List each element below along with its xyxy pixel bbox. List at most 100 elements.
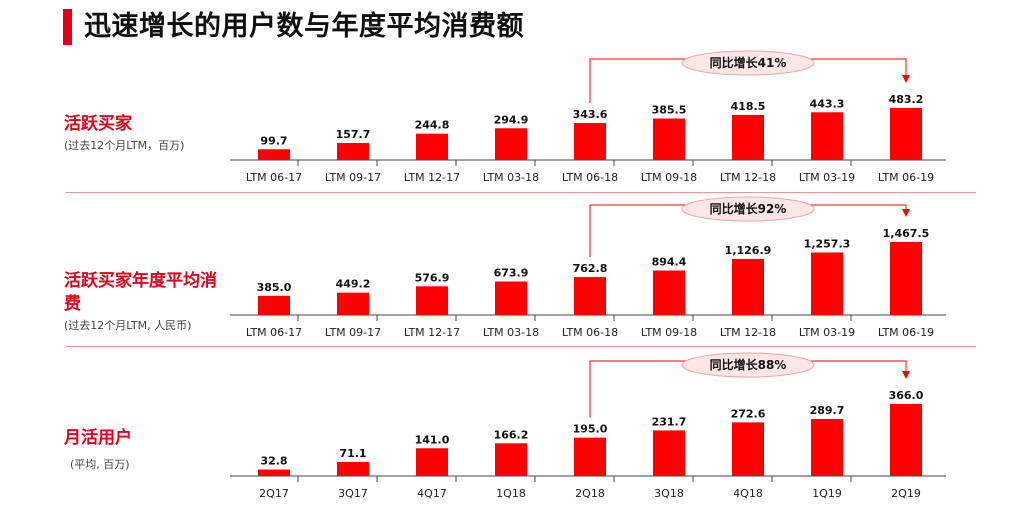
section-separator xyxy=(66,192,976,193)
bar-ltm-09-18 xyxy=(653,270,685,315)
bar-ltm-06-18 xyxy=(574,123,606,160)
section-sublabel-active-buyers: (过去12个月LTM，百万) xyxy=(64,139,185,152)
data-label: 231.7 xyxy=(652,415,687,428)
tick-label: LTM 09-18 xyxy=(641,326,697,339)
data-label: 762.8 xyxy=(573,262,608,275)
growth-label: 同比增长41% xyxy=(710,55,787,70)
bar-ltm-03-18 xyxy=(495,281,527,315)
data-label: 99.7 xyxy=(260,134,287,147)
section-separator xyxy=(66,346,976,347)
tick-label: LTM 06-17 xyxy=(246,326,302,339)
section-label-annual-spending: 活跃买家年度平均消费 xyxy=(64,271,217,314)
tick-label: 2Q19 xyxy=(891,487,921,500)
data-label: 1,467.5 xyxy=(883,227,930,240)
tick-label: 4Q17 xyxy=(417,487,447,500)
tick-label: LTM 12-17 xyxy=(404,171,460,184)
bar-ltm-06-18 xyxy=(574,277,606,315)
growth-badge xyxy=(681,196,815,222)
tick-label: LTM 06-18 xyxy=(562,326,618,339)
bar-ltm-12-18 xyxy=(732,258,764,315)
arrow-down-icon xyxy=(902,209,910,217)
data-label: 483.2 xyxy=(889,93,924,106)
tick-label: LTM 03-19 xyxy=(799,171,855,184)
title-accent-bar xyxy=(63,9,72,45)
tick-label: LTM 03-18 xyxy=(483,326,539,339)
data-label: 32.8 xyxy=(260,455,287,468)
tick-label: LTM 06-18 xyxy=(562,171,618,184)
data-label: 343.6 xyxy=(573,108,608,121)
arrow-down-icon xyxy=(902,371,910,379)
bar-2q19 xyxy=(890,404,922,476)
tick-label: LTM 09-17 xyxy=(325,171,381,184)
growth-badge xyxy=(681,352,815,378)
bar-ltm-06-19 xyxy=(890,108,922,160)
tick-label: 2Q18 xyxy=(575,487,605,500)
section-label-active-buyers: 活跃买家 xyxy=(64,114,132,134)
data-label: 385.5 xyxy=(652,104,687,117)
arrow-down-icon xyxy=(902,75,910,83)
data-label: 157.7 xyxy=(336,128,371,141)
growth-label: 同比增长88% xyxy=(710,357,787,372)
data-label: 195.0 xyxy=(573,423,608,436)
tick-label: 2Q17 xyxy=(259,487,289,500)
bar-ltm-03-19 xyxy=(811,112,843,160)
data-label: 294.9 xyxy=(494,113,529,126)
bar-4q18 xyxy=(732,422,764,476)
bar-1q18 xyxy=(495,443,527,476)
page-title: 迅速增长的用户数与年度平均消费额 xyxy=(84,11,524,42)
bar-ltm-09-17 xyxy=(337,292,369,315)
data-label: 894.4 xyxy=(652,256,687,269)
bar-ltm-12-17 xyxy=(416,286,448,315)
tick-label: 3Q17 xyxy=(338,487,368,500)
bar-3q18 xyxy=(653,430,685,476)
bar-ltm-12-17 xyxy=(416,133,448,160)
bar-3q17 xyxy=(337,462,369,476)
data-label: 673.9 xyxy=(494,266,529,279)
tick-label: LTM 09-17 xyxy=(325,326,381,339)
growth-badge xyxy=(681,50,815,76)
section-sublabel-mau: (平均, 百万) xyxy=(70,458,130,471)
data-label: 272.6 xyxy=(731,407,766,420)
data-label: 443.3 xyxy=(810,97,845,110)
tick-label: LTM 06-17 xyxy=(246,171,302,184)
bar-ltm-06-17 xyxy=(258,149,290,160)
bar-4q17 xyxy=(416,448,448,476)
bar-ltm-06-17 xyxy=(258,295,290,315)
data-label: 289.7 xyxy=(810,404,845,417)
tick-label: LTM 12-17 xyxy=(404,326,460,339)
bar-ltm-12-18 xyxy=(732,114,764,160)
data-label: 166.2 xyxy=(494,428,529,441)
data-label: 1,126.9 xyxy=(725,244,772,257)
data-label: 141.0 xyxy=(415,433,450,446)
bar-ltm-03-18 xyxy=(495,128,527,160)
bar-2q17 xyxy=(258,469,290,476)
tick-label: LTM 03-19 xyxy=(799,326,855,339)
tick-label: LTM 06-19 xyxy=(878,171,934,184)
tick-label: LTM 03-18 xyxy=(483,171,539,184)
bar-ltm-09-18 xyxy=(653,118,685,160)
section-sublabel-annual-spending: (过去12个月LTM, 人民币) xyxy=(64,319,192,332)
tick-label: 1Q18 xyxy=(496,487,526,500)
data-label: 385.0 xyxy=(257,281,292,294)
growth-label: 同比增长92% xyxy=(710,201,787,216)
data-label: 71.1 xyxy=(339,447,366,460)
data-label: 449.2 xyxy=(336,278,371,291)
tick-label: LTM 12-18 xyxy=(720,326,776,339)
bar-ltm-09-17 xyxy=(337,143,369,160)
tick-label: 3Q18 xyxy=(654,487,684,500)
section-label-mau: 月活用户 xyxy=(64,428,132,448)
tick-label: 1Q19 xyxy=(812,487,842,500)
data-label: 576.9 xyxy=(415,271,450,284)
bar-ltm-06-19 xyxy=(890,242,922,315)
tick-label: LTM 09-18 xyxy=(641,171,697,184)
data-label: 244.8 xyxy=(415,119,450,132)
tick-label: LTM 12-18 xyxy=(720,171,776,184)
data-label: 1,257.3 xyxy=(804,237,851,250)
tick-label: 4Q18 xyxy=(733,487,763,500)
tick-label: LTM 06-19 xyxy=(878,326,934,339)
bar-2q18 xyxy=(574,437,606,476)
bar-ltm-03-19 xyxy=(811,252,843,315)
data-label: 366.0 xyxy=(889,389,924,402)
bar-1q19 xyxy=(811,419,843,476)
